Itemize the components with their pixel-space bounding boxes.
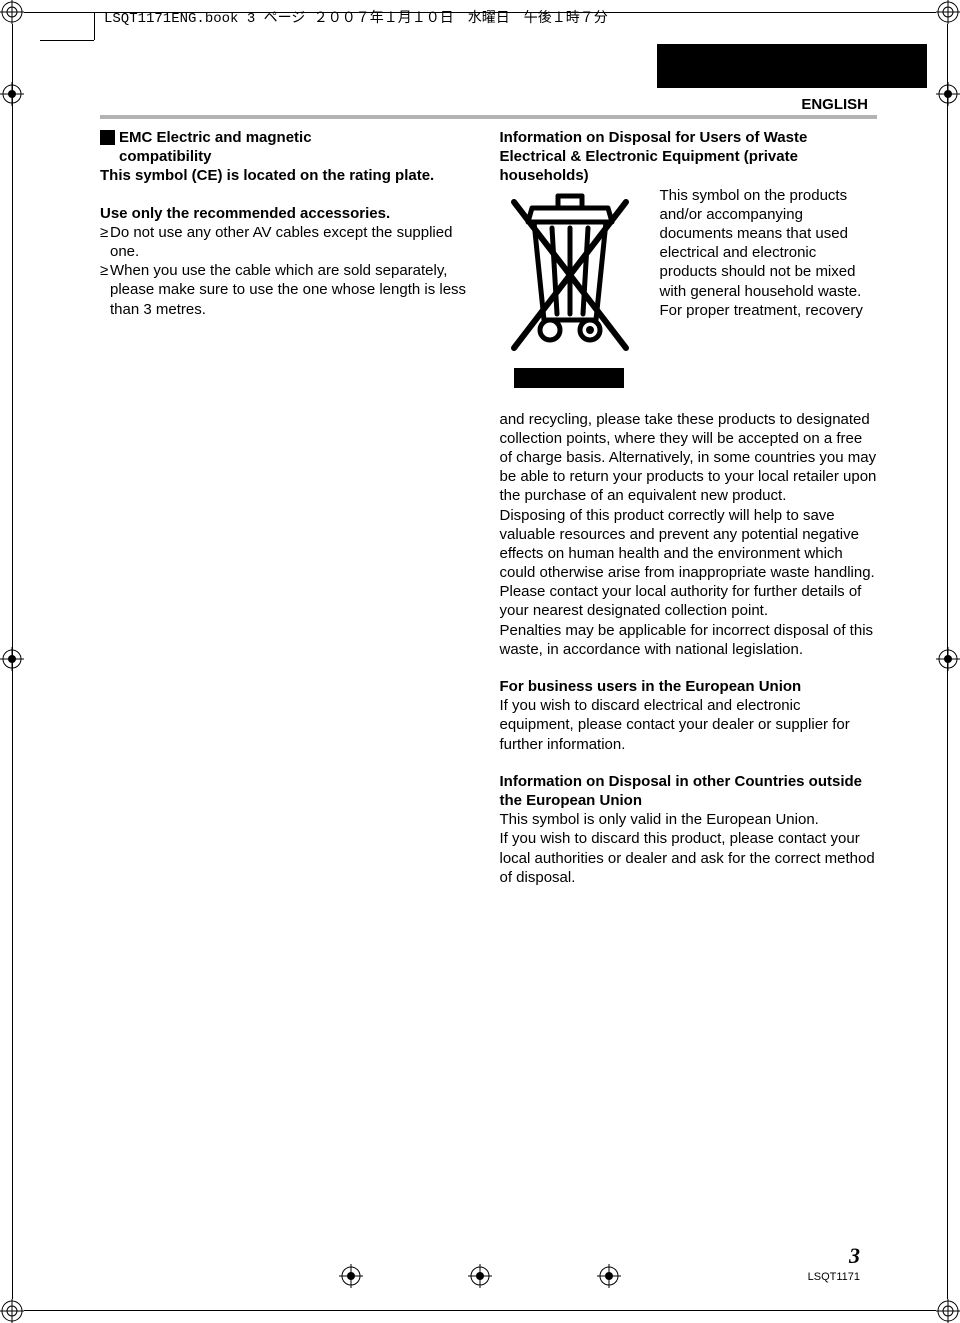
crop-line-right	[947, 24, 948, 1299]
weee-symbol	[500, 190, 650, 410]
language-label: ENGLISH	[801, 96, 868, 113]
disposal-p4: Penalties may be applicable for incorrec…	[500, 621, 878, 659]
disposal-p3: Disposing of this product correctly will…	[500, 506, 878, 621]
reg-mark-tr	[936, 0, 960, 24]
column-left: EMC Electric and magnetic compatibility …	[100, 128, 478, 887]
disposal-p2a: For proper treatment, recovery	[660, 302, 863, 319]
column-right: Information on Disposal for Users of Was…	[500, 128, 878, 887]
content-columns: EMC Electric and magnetic compatibility …	[100, 128, 877, 887]
disposal-heading: Information on Disposal for Users of Was…	[500, 128, 878, 186]
emc-heading: EMC Electric and magnetic compatibility	[100, 128, 478, 166]
crop-line-bottom	[24, 1310, 936, 1311]
business-heading: For business users in the European Union	[500, 677, 878, 696]
emc-title-line2: compatibility	[119, 148, 212, 165]
reg-mark-br	[936, 1299, 960, 1323]
bullet-dot-icon: ≥	[100, 261, 110, 280]
business-text: If you wish to discard electrical and el…	[500, 696, 878, 754]
emc-subtext: This symbol (CE) is located on the ratin…	[100, 166, 478, 185]
emc-title-line1: EMC Electric and magnetic	[119, 129, 312, 146]
reg-mark-bottom3	[597, 1264, 621, 1288]
bullet-item-1: ≥ Do not use any other AV cables except …	[100, 223, 478, 261]
reg-mark-bottom2	[468, 1264, 492, 1288]
disposal-p1: This symbol on the products and/or accom…	[660, 187, 862, 300]
section-black-bar	[657, 44, 927, 88]
reg-mark-right-mid	[936, 647, 960, 671]
disposal-p2b: and recycling, please take these product…	[500, 410, 878, 506]
crop-line-left	[12, 24, 13, 1299]
outside-eu-heading: Information on Disposal in other Countri…	[500, 772, 878, 810]
reg-mark-right-upper	[936, 82, 960, 106]
crop-corner-h	[40, 40, 94, 41]
page: LSQT1171ENG.book 3 ページ ２００７年１月１０日 水曜日 午後…	[0, 0, 960, 1323]
reg-mark-bl	[0, 1299, 24, 1323]
rec-accessories: Use only the recommended accessories.	[100, 204, 478, 223]
outside-eu-p2: If you wish to discard this product, ple…	[500, 829, 878, 887]
page-number: 3	[849, 1243, 860, 1269]
header-file-info: LSQT1171ENG.book 3 ページ ２００７年１月１０日 水曜日 午後…	[104, 7, 608, 27]
crop-corner-v	[94, 12, 95, 40]
document-code: LSQT1171	[808, 1271, 860, 1283]
reg-mark-tl	[0, 0, 24, 24]
weee-underline-bar	[514, 368, 624, 388]
bullet-text-1: Do not use any other AV cables except th…	[110, 223, 478, 261]
bullet-text-2: When you use the cable which are sold se…	[110, 261, 478, 319]
reg-mark-bottom1	[339, 1264, 363, 1288]
outside-eu-p1: This symbol is only valid in the Europea…	[500, 810, 878, 829]
square-bullet-icon	[100, 130, 115, 145]
bullet-item-2: ≥ When you use the cable which are sold …	[100, 261, 478, 319]
gray-divider	[100, 115, 877, 119]
bullet-dot-icon: ≥	[100, 223, 110, 242]
weee-bin-icon	[500, 190, 640, 355]
